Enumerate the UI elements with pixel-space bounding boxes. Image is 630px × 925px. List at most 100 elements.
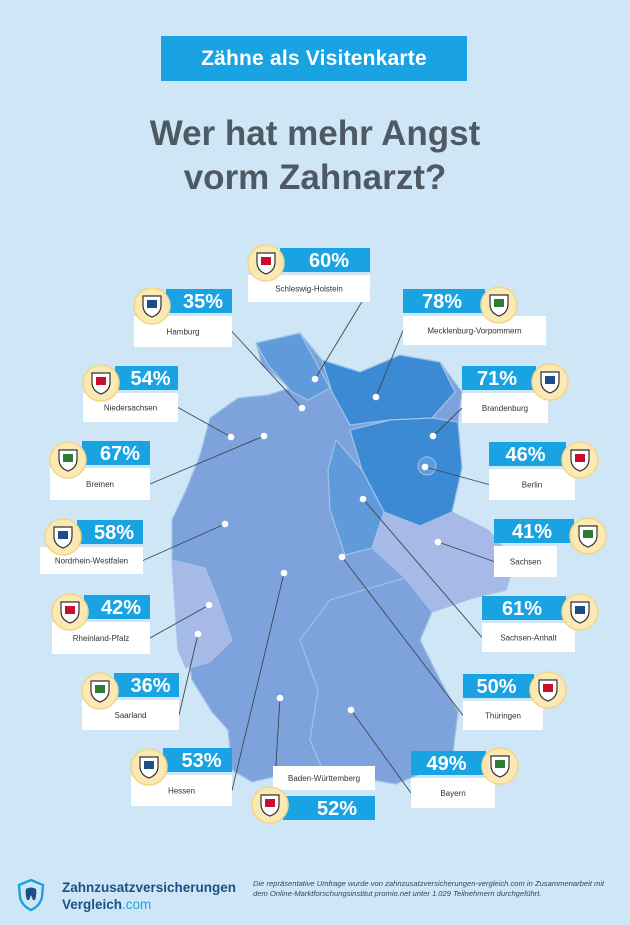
value-label-rheinland-pfalz: 42%	[101, 597, 141, 619]
state-label-box-sachsen-anhalt	[482, 623, 575, 652]
value-label-mecklenburg-vorpommern: 78%	[422, 291, 462, 313]
germany-map	[171, 332, 516, 789]
value-box-baden-wuerttemberg	[283, 796, 375, 820]
value-label-schleswig-holstein: 60%	[309, 250, 349, 272]
leader-line-niedersachsen	[177, 407, 232, 438]
map-dot-niedersachsen	[227, 433, 235, 441]
value-label-hamburg: 35%	[183, 291, 223, 313]
value-label-sachsen: 41%	[512, 521, 552, 543]
coat-of-arms-icon-sachsen-anhalt	[561, 593, 599, 631]
map-region-sachsen-anhalt	[327, 438, 385, 556]
value-box-schleswig-holstein	[280, 248, 370, 272]
coat-of-arms-icon-bremen	[49, 441, 87, 479]
value-label-berlin: 46%	[505, 444, 545, 466]
map-region-sachsen	[371, 511, 516, 613]
state-name-berlin: Berlin	[522, 481, 542, 490]
callout-berlin: Berlin 46%	[489, 441, 599, 500]
state-name-saarland: Saarland	[114, 711, 146, 720]
state-name-bremen: Bremen	[86, 480, 114, 489]
state-name-niedersachsen: Niedersachsen	[104, 404, 157, 413]
state-name-hamburg: Hamburg	[167, 328, 200, 337]
coat-of-arms-icon-sachsen	[569, 517, 607, 555]
state-label-box-baden-wuerttemberg	[273, 766, 375, 790]
coat-of-arms-icon-bayern	[481, 747, 519, 785]
state-name-nordrhein-westfalen: Nordrhein-Westfalen	[55, 557, 128, 566]
value-label-bremen: 67%	[100, 443, 140, 465]
callout-mecklenburg-vorpommern: Mecklenburg-Vorpommern 78%	[403, 286, 546, 345]
value-box-hessen	[163, 748, 232, 772]
value-label-bayern: 49%	[426, 753, 466, 775]
value-box-berlin	[489, 442, 566, 466]
state-name-rheinland-pfalz: Rheinland-Pfalz	[73, 634, 129, 643]
value-box-bremen	[82, 441, 150, 465]
map-dot-baden-wuerttemberg	[276, 694, 284, 702]
value-label-nordrhein-westfalen: 58%	[94, 522, 134, 544]
callout-brandenburg: Brandenburg 71%	[462, 363, 569, 423]
value-box-niedersachsen	[115, 366, 178, 390]
map-dot-thueringen	[338, 553, 346, 561]
state-name-baden-wuerttemberg: Baden-Württemberg	[288, 774, 360, 783]
leader-line-saarland	[178, 633, 199, 716]
value-box-sachsen-anhalt	[482, 596, 566, 620]
map-dot-mecklenburg-vorpommern	[372, 393, 380, 401]
shield-tooth-icon	[17, 878, 45, 912]
leader-lines	[142, 288, 495, 794]
brand-line-2b: .com	[122, 897, 152, 912]
callout-bremen: Bremen 67%	[49, 441, 150, 500]
coat-of-arms-icon-hessen	[130, 748, 168, 786]
map-dot-schleswig-holstein	[311, 375, 319, 383]
value-label-brandenburg: 71%	[477, 368, 517, 390]
map-dot-nordrhein-westfalen	[221, 520, 229, 528]
state-label-box-mecklenburg-vorpommern	[403, 316, 546, 345]
state-dots	[194, 375, 442, 714]
map-dot-hamburg	[298, 404, 306, 412]
leader-line-thueringen	[341, 556, 464, 716]
callout-sachsen-anhalt: Sachsen-Anhalt 61%	[482, 593, 599, 652]
state-name-sachsen: Sachsen	[510, 558, 541, 567]
map-dot-saarland	[194, 630, 202, 638]
map-dot-bayern	[347, 706, 355, 714]
coat-of-arms-icon-mecklenburg-vorpommern	[480, 286, 518, 324]
callout-thueringen: Thüringen 50%	[463, 671, 567, 730]
callout-schleswig-holstein: Schleswig-Holstein 60%	[247, 244, 370, 302]
state-name-mecklenburg-vorpommern: Mecklenburg-Vorpommern	[427, 327, 521, 336]
value-label-baden-wuerttemberg: 52%	[317, 798, 357, 820]
callout-hamburg: Hamburg 35%	[133, 287, 232, 347]
leader-line-nordrhein-westfalen	[142, 523, 226, 561]
leader-line-hessen	[231, 572, 285, 791]
map-dot-sachsen-anhalt	[359, 495, 367, 503]
leader-line-sachsen-anhalt	[362, 498, 483, 638]
brand-logo[interactable]: Zahnzusatzversicherungen Vergleich.com	[16, 878, 256, 914]
coat-of-arms-icon-baden-wuerttemberg	[251, 786, 289, 824]
coat-of-arms-icon-schleswig-holstein	[247, 244, 285, 282]
coat-of-arms-icon-niedersachsen	[82, 364, 120, 402]
value-box-mecklenburg-vorpommern	[403, 289, 485, 313]
state-label-box-sachsen	[494, 546, 557, 577]
callout-saarland: Saarland 36%	[81, 672, 179, 730]
value-label-thueringen: 50%	[476, 676, 516, 698]
header-banner: Zähne als Visitenkarte	[161, 36, 467, 81]
value-label-hessen: 53%	[181, 750, 221, 772]
state-name-thueringen: Thüringen	[485, 712, 521, 721]
map-dot-berlin	[421, 463, 429, 471]
callout-nordrhein-westfalen: Nordrhein-Westfalen 58%	[40, 518, 143, 574]
state-name-bayern: Bayern	[440, 789, 465, 798]
value-box-rheinland-pfalz	[84, 595, 150, 619]
state-label-box-berlin	[489, 469, 575, 500]
value-label-sachsen-anhalt: 61%	[502, 598, 542, 620]
callout-sachsen: Sachsen 41%	[494, 517, 607, 577]
survey-footnote: Die repräsentative Umfrage wurde von zah…	[253, 879, 605, 898]
map-dot-sachsen	[434, 538, 442, 546]
coat-of-arms-icon-brandenburg	[531, 363, 569, 401]
value-label-niedersachsen: 54%	[130, 368, 170, 390]
state-name-brandenburg: Brandenburg	[482, 404, 528, 413]
coat-of-arms-icon-berlin	[561, 441, 599, 479]
brand-line-1: Zahnzusatzversicherungen	[62, 880, 237, 895]
coat-of-arms-icon-rheinland-pfalz	[51, 593, 89, 631]
value-box-hamburg	[166, 289, 232, 313]
state-name-sachsen-anhalt: Sachsen-Anhalt	[500, 634, 557, 643]
coat-of-arms-icon-nordrhein-westfalen	[44, 518, 82, 556]
map-dot-bremen	[260, 432, 268, 440]
title-line-1: Wer hat mehr Angst	[149, 114, 481, 153]
